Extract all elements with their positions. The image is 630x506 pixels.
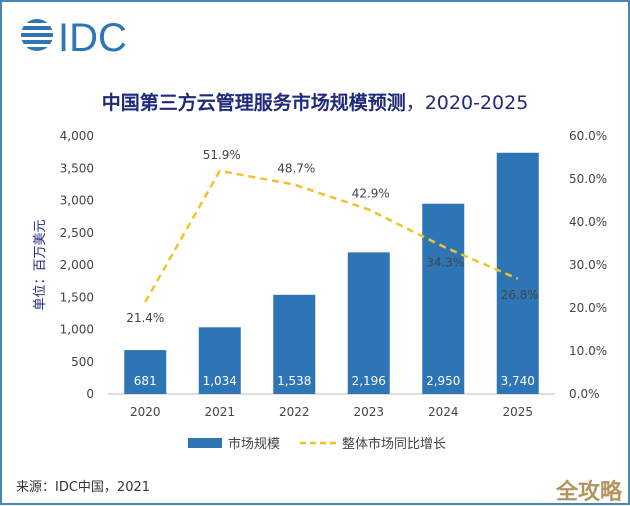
y2-tick-label: 50.0% <box>569 172 607 186</box>
bar-value-label: 3,740 <box>501 374 535 388</box>
bar <box>496 152 539 394</box>
idc-logo: IDC <box>20 16 145 60</box>
svg-text:IDC: IDC <box>58 16 127 56</box>
x-tick-label: 2023 <box>353 405 384 419</box>
bar <box>347 252 390 394</box>
title-years: ，2020-2025 <box>405 92 529 114</box>
watermark: 全攻略 <box>555 480 622 505</box>
line-value-label: 21.4% <box>126 311 164 325</box>
y-tick-label: 3,500 <box>60 161 94 175</box>
y-tick-label: 3,000 <box>60 194 94 208</box>
y-tick-label: 500 <box>71 355 94 369</box>
line-value-label: 34.3% <box>426 256 464 270</box>
y-tick-label: 1,500 <box>60 290 94 304</box>
y2-tick-label: 10.0% <box>569 344 607 358</box>
growth-line <box>144 169 519 303</box>
bar-value-label: 2,950 <box>426 374 460 388</box>
y2-tick-label: 30.0% <box>569 258 607 272</box>
line-value-label: 26.8% <box>501 288 539 302</box>
idc-logo-graphic: IDC <box>21 16 127 60</box>
y2-tick-label: 60.0% <box>569 129 607 143</box>
x-tick-label: 2022 <box>279 405 310 419</box>
y2-tick-label: 20.0% <box>569 301 607 315</box>
legend-bar-swatch <box>188 438 222 448</box>
line-value-label: 42.9% <box>352 187 390 201</box>
line-value-label: 51.9% <box>203 148 241 162</box>
bar <box>422 203 465 394</box>
bar-value-label: 1,034 <box>203 374 237 388</box>
bar <box>273 294 316 394</box>
bar-value-label: 2,196 <box>352 374 386 388</box>
y-tick-label: 4,000 <box>60 129 94 143</box>
chart-title: 中国第三方云管理服务市场规模预测，2020-2025 <box>0 88 630 115</box>
y2-tick-label: 0.0% <box>569 387 600 401</box>
y-tick-label: 0 <box>86 387 94 401</box>
y-axis-label: 单位：百万美元 <box>33 219 48 310</box>
title-text: 中国第三方云管理服务市场规模预测 <box>101 92 406 114</box>
legend-bar-label: 市场规模 <box>228 436 280 452</box>
bar-value-label: 1,538 <box>277 374 311 388</box>
bar-value-label: 681 <box>134 374 157 388</box>
x-tick-label: 2025 <box>502 405 533 419</box>
x-tick-label: 2020 <box>130 405 161 419</box>
bar <box>124 350 167 394</box>
line-value-label: 48.7% <box>277 162 315 176</box>
y-tick-label: 1,000 <box>60 323 94 337</box>
source-note: 来源：IDC中国，2021 <box>16 480 151 495</box>
x-tick-label: 2024 <box>428 405 459 419</box>
y-tick-label: 2,000 <box>60 258 94 272</box>
y-tick-label: 2,500 <box>60 226 94 240</box>
legend-line-label: 整体市场同比增长 <box>342 436 446 452</box>
x-tick-label: 2021 <box>204 405 235 419</box>
y2-tick-label: 40.0% <box>569 215 607 229</box>
bar <box>198 327 241 394</box>
